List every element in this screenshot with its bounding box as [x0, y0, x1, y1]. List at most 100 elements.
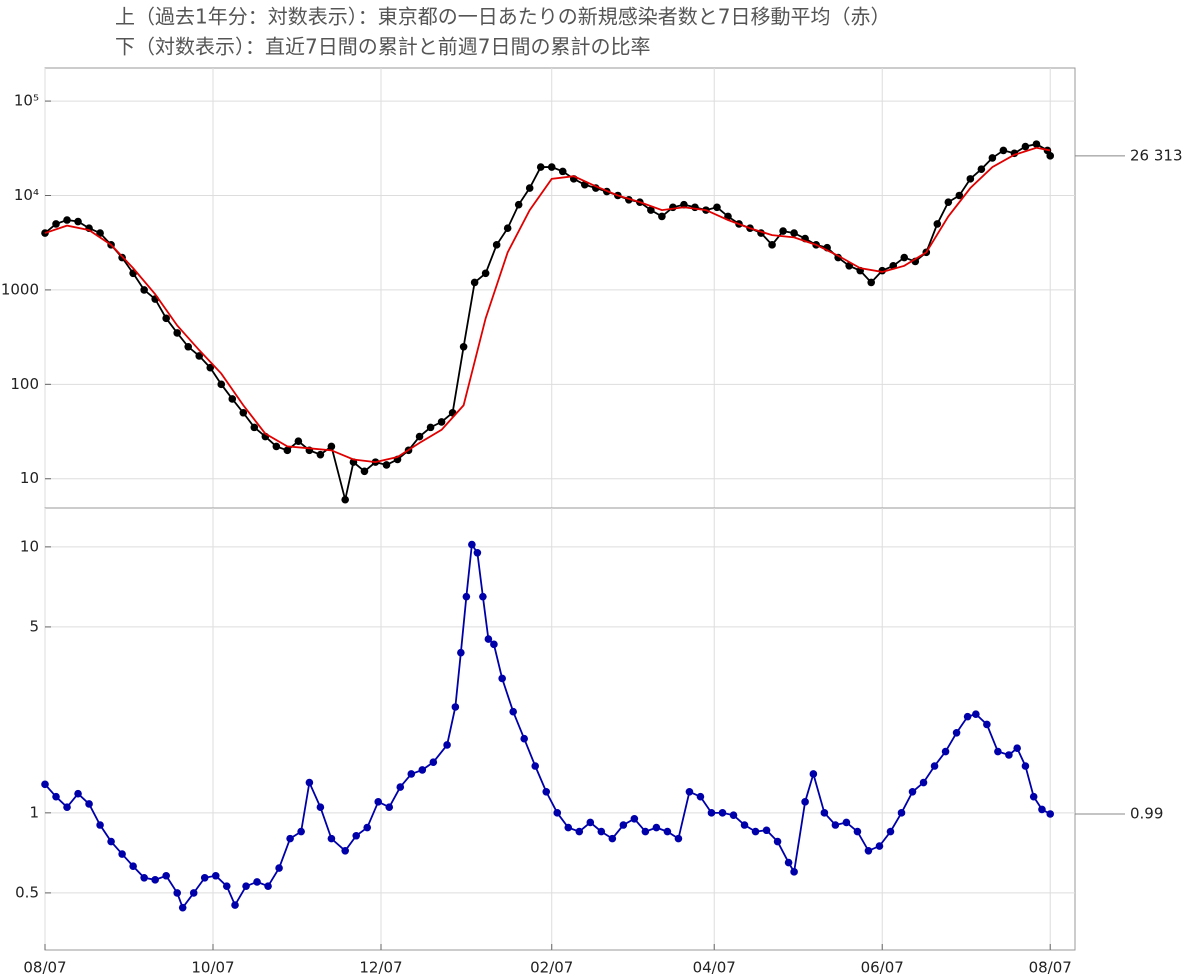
data-point: [553, 809, 562, 817]
data-point: [809, 770, 818, 778]
data-point: [773, 837, 782, 846]
data-point: [481, 269, 490, 278]
data-point: [297, 827, 305, 836]
data-point: [831, 821, 840, 829]
y-tick-label: 100: [10, 375, 39, 393]
data-point: [396, 783, 405, 791]
data-point: [558, 167, 567, 176]
data-point: [509, 707, 517, 716]
data-point: [239, 408, 248, 417]
data-point: [415, 432, 424, 441]
data-point: [966, 175, 975, 183]
data-point: [908, 787, 917, 796]
data-point: [1046, 152, 1055, 160]
data-point: [352, 831, 361, 840]
data-point: [988, 154, 997, 162]
data-point: [200, 873, 209, 882]
data-point: [85, 800, 93, 808]
data-point: [647, 206, 655, 214]
data-point: [919, 778, 928, 787]
data-point: [930, 762, 939, 770]
data-point: [751, 827, 760, 836]
data-point: [977, 165, 986, 173]
data-point: [316, 803, 325, 812]
data-point: [680, 200, 688, 209]
data-point: [963, 712, 972, 721]
data-point: [468, 540, 476, 549]
data-point: [652, 823, 661, 832]
data-point: [878, 266, 887, 275]
data-point: [195, 352, 204, 360]
data-point: [316, 450, 325, 459]
y-tick-label: 10: [20, 469, 39, 487]
y-tick-label: 10⁵: [14, 92, 39, 110]
data-point: [217, 380, 226, 389]
data-point: [1029, 792, 1038, 801]
data-point: [189, 889, 198, 897]
data-point: [96, 821, 104, 829]
data-point: [41, 780, 49, 789]
data-point: [999, 146, 1008, 155]
x-tick-label: 08/07: [23, 959, 66, 977]
data-point: [729, 811, 738, 819]
data-point: [933, 220, 942, 228]
title-line: 上（過去1年分：対数表示）：東京都の一日あたりの新規感染者数と7日移動平均（赤）: [115, 5, 890, 29]
data-point: [459, 342, 468, 351]
data-point: [658, 212, 666, 221]
data-point: [1021, 142, 1030, 151]
data-point: [608, 834, 617, 843]
data-point: [305, 778, 314, 787]
data-point: [63, 803, 71, 812]
data-point: [790, 868, 798, 876]
data-point: [451, 703, 460, 711]
data-point: [779, 227, 787, 235]
x-tick-label: 02/07: [530, 959, 573, 977]
data-point: [129, 862, 137, 871]
series-line: [44, 143, 1052, 500]
data-point: [178, 903, 187, 912]
data-point: [867, 278, 876, 287]
data-point: [503, 224, 512, 233]
data-point: [206, 363, 215, 372]
data-point: [941, 747, 950, 756]
data-point: [74, 217, 82, 226]
data-point: [718, 809, 727, 817]
data-point: [536, 163, 545, 171]
data-point: [470, 278, 479, 287]
data-point: [853, 827, 862, 836]
data-point: [173, 889, 181, 897]
y-tick-label: 5: [29, 617, 39, 635]
data-point: [531, 762, 540, 770]
data-point: [457, 648, 465, 657]
data-point: [272, 442, 281, 451]
data-point: [952, 728, 961, 737]
data-point: [514, 200, 523, 209]
data-point: [762, 826, 771, 835]
data-point: [385, 803, 394, 812]
data-point: [663, 827, 672, 836]
data-point: [575, 827, 584, 836]
data-point: [498, 674, 506, 683]
title-line: 下（対数表示）：直近7日間の累計と前週7日間の累計の比率: [115, 35, 650, 59]
data-point: [382, 461, 391, 469]
end-label: 26 313: [1130, 146, 1183, 164]
data-point: [1046, 810, 1055, 818]
data-point: [228, 395, 237, 403]
data-point: [875, 842, 884, 850]
data-point: [713, 203, 721, 212]
data-point: [327, 834, 336, 843]
data-point: [184, 342, 193, 351]
data-point: [842, 818, 851, 827]
data-point: [118, 850, 126, 858]
y-tick-label: 0.5: [15, 883, 39, 901]
data-point: [685, 787, 694, 796]
data-point: [525, 184, 534, 192]
x-tick-label: 12/07: [359, 959, 402, 977]
data-point: [286, 834, 294, 843]
data-point: [443, 741, 451, 749]
plot-frame: [44, 67, 1076, 509]
data-point: [96, 229, 104, 237]
y-tick-label: 1: [29, 803, 39, 821]
data-point: [542, 787, 551, 796]
